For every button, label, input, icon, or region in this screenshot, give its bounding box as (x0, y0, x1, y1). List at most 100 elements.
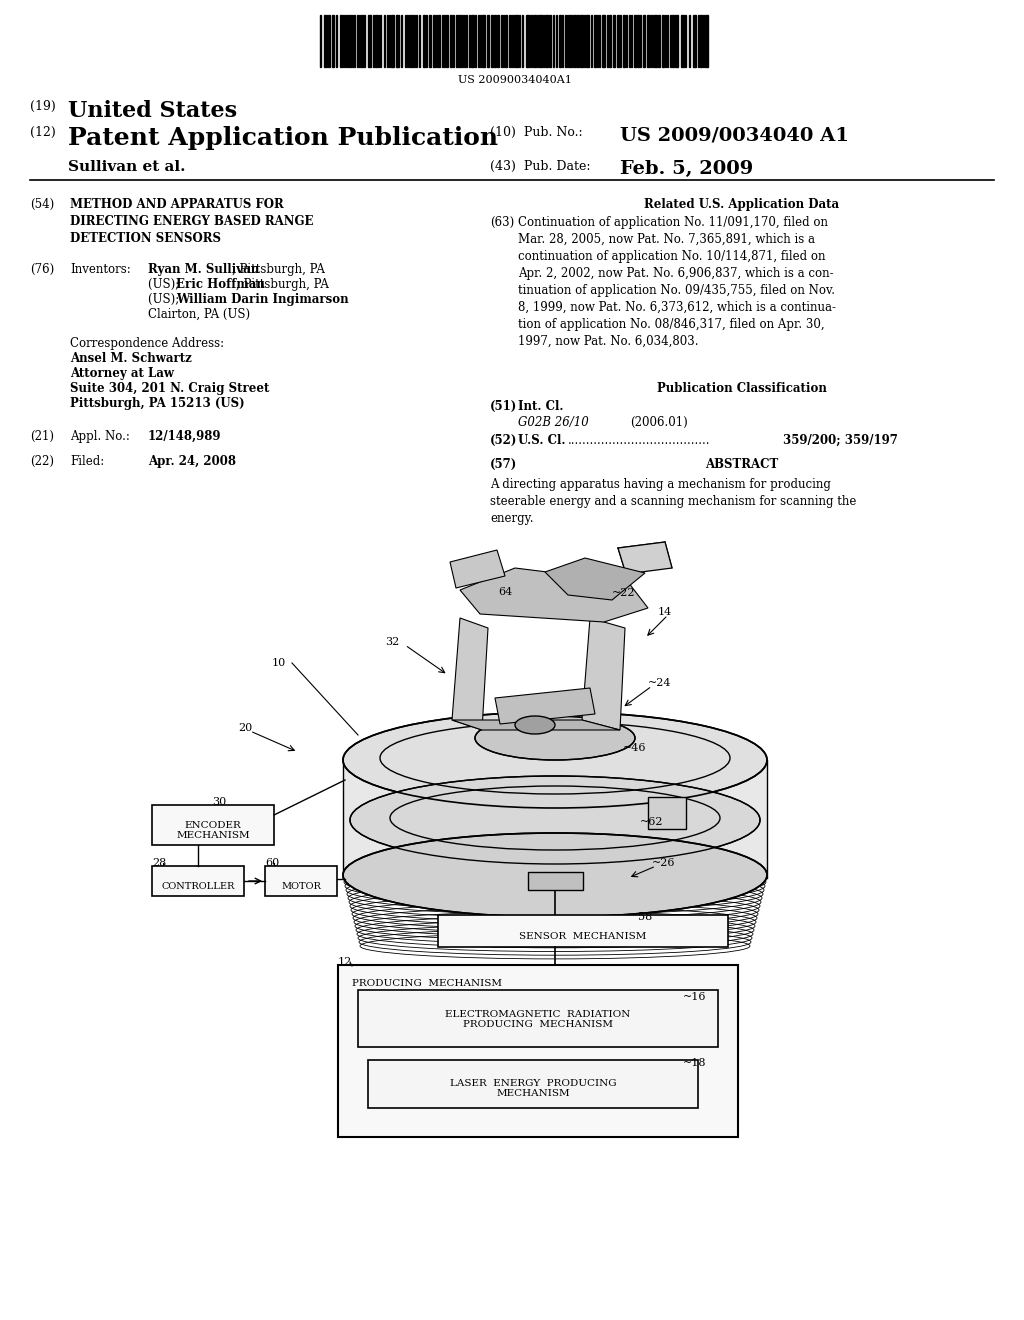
Ellipse shape (343, 833, 767, 917)
Bar (648, 797, 686, 829)
Bar (643, 15, 645, 67)
Text: (22): (22) (30, 455, 54, 469)
Polygon shape (450, 550, 505, 587)
Bar (693, 15, 696, 67)
Bar (602, 15, 605, 67)
Text: (52): (52) (490, 434, 517, 447)
Text: ~16: ~16 (683, 993, 707, 1002)
Bar (494, 15, 496, 67)
Bar (349, 15, 351, 67)
Ellipse shape (350, 776, 760, 865)
Bar (368, 1060, 698, 1107)
Bar (438, 915, 728, 946)
Bar (338, 965, 738, 1137)
Bar (609, 15, 611, 67)
Bar (423, 15, 425, 67)
Text: Apr. 24, 2008: Apr. 24, 2008 (148, 455, 236, 469)
Text: PRODUCING  MECHANISM: PRODUCING MECHANISM (352, 979, 502, 987)
Bar (459, 15, 461, 67)
Text: 14: 14 (658, 607, 672, 616)
Bar (580, 15, 583, 67)
Text: (10)  Pub. No.:: (10) Pub. No.: (490, 125, 583, 139)
Bar (429, 15, 431, 67)
Bar (647, 15, 649, 67)
Bar (438, 15, 440, 67)
Text: U.S. Cl.: U.S. Cl. (518, 434, 565, 447)
Text: 12/148,989: 12/148,989 (148, 430, 221, 444)
Text: ~62: ~62 (640, 817, 664, 828)
Text: 28: 28 (152, 858, 166, 869)
Bar (456, 15, 458, 67)
Bar (528, 873, 583, 890)
Bar (340, 15, 342, 67)
Text: (57): (57) (490, 458, 517, 471)
Bar (505, 15, 507, 67)
Bar (265, 866, 337, 896)
Ellipse shape (343, 711, 767, 808)
Text: Suite 304, 201 N. Craig Street: Suite 304, 201 N. Craig Street (70, 381, 269, 395)
Bar (586, 15, 589, 67)
Text: (19): (19) (30, 100, 55, 114)
Text: , Pittsburgh, PA: , Pittsburgh, PA (232, 263, 325, 276)
Bar (471, 15, 474, 67)
Text: William Darin Ingimarson: William Darin Ingimarson (176, 293, 348, 306)
Text: ~26: ~26 (652, 858, 676, 869)
Bar (515, 15, 518, 67)
Bar (490, 15, 493, 67)
Text: 64: 64 (498, 587, 512, 597)
Bar (634, 15, 636, 67)
Bar (152, 805, 274, 845)
Text: Filed:: Filed: (70, 455, 104, 469)
Ellipse shape (515, 715, 555, 734)
Text: Correspondence Address:: Correspondence Address: (70, 337, 224, 350)
Text: 20: 20 (238, 723, 252, 733)
Polygon shape (460, 568, 648, 622)
Bar (658, 15, 660, 67)
Bar (574, 15, 575, 67)
Text: Pittsburgh, PA 15213 (US): Pittsburgh, PA 15213 (US) (70, 397, 245, 411)
Bar (545, 15, 548, 67)
Bar (526, 15, 529, 67)
Text: US 20090034040A1: US 20090034040A1 (458, 75, 572, 84)
Text: Feb. 5, 2009: Feb. 5, 2009 (620, 160, 754, 178)
Polygon shape (343, 760, 767, 878)
Bar (617, 15, 618, 67)
Text: 359/200; 359/197: 359/200; 359/197 (783, 434, 898, 447)
Text: ENCODER
MECHANISM: ENCODER MECHANISM (176, 821, 250, 841)
Bar (433, 15, 435, 67)
Text: SENSOR  MECHANISM: SENSOR MECHANISM (519, 932, 647, 941)
Bar (482, 15, 485, 67)
Bar (375, 15, 377, 67)
Text: Publication Classification: Publication Classification (657, 381, 827, 395)
Text: Patent Application Publication: Patent Application Publication (68, 125, 498, 150)
Bar (396, 15, 399, 67)
Text: 12: 12 (338, 957, 352, 968)
Bar (446, 15, 449, 67)
Bar (332, 15, 334, 67)
Bar (549, 15, 551, 67)
Text: (21): (21) (30, 430, 54, 444)
Polygon shape (452, 618, 488, 730)
Text: 32: 32 (385, 638, 399, 647)
Bar (391, 15, 394, 67)
Bar (450, 15, 452, 67)
Bar (700, 15, 702, 67)
Text: Ryan M. Sullivan: Ryan M. Sullivan (148, 263, 259, 276)
Text: Int. Cl.: Int. Cl. (518, 400, 563, 413)
Bar (672, 15, 674, 67)
Text: ELECTROMAGNETIC  RADIATION
PRODUCING  MECHANISM: ELECTROMAGNETIC RADIATION PRODUCING MECH… (445, 1010, 631, 1030)
Polygon shape (495, 688, 595, 723)
Bar (613, 15, 615, 67)
Text: Appl. No.:: Appl. No.: (70, 430, 130, 444)
Text: LASER  ENERGY  PRODUCING
MECHANISM: LASER ENERGY PRODUCING MECHANISM (450, 1078, 616, 1098)
Bar (497, 15, 499, 67)
Text: METHOD AND APPARATUS FOR
DIRECTING ENERGY BASED RANGE
DETECTION SENSORS: METHOD AND APPARATUS FOR DIRECTING ENERG… (70, 198, 313, 246)
Text: A directing apparatus having a mechanism for producing
steerable energy and a sc: A directing apparatus having a mechanism… (490, 478, 856, 525)
Bar (681, 15, 684, 67)
Text: (76): (76) (30, 263, 54, 276)
Text: CONTROLLER: CONTROLLER (162, 882, 234, 891)
Bar (539, 15, 542, 67)
Bar (577, 15, 579, 67)
Bar (152, 866, 244, 896)
Bar (654, 15, 657, 67)
